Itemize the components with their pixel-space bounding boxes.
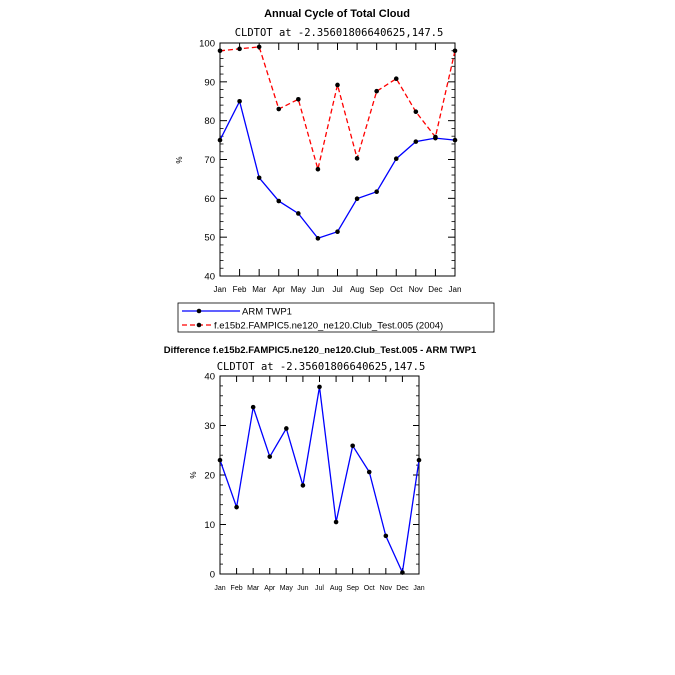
y-tick-label: 40 [204, 272, 215, 283]
data-point [452, 137, 458, 143]
chart-title: Annual Cycle of Total Cloud [264, 8, 410, 20]
x-tick-label: May [280, 585, 294, 592]
x-tick-label: Jul [315, 585, 324, 592]
data-point [383, 533, 389, 539]
legend-box [177, 302, 495, 333]
data-point [217, 457, 223, 463]
data-point [433, 134, 438, 140]
legend-marker-arm [196, 308, 202, 314]
series-line-0 [219, 386, 420, 575]
data-point [416, 457, 422, 463]
data-point [315, 236, 321, 241]
y-tick-label: 10 [204, 520, 215, 531]
chart-title: Difference f.e15b2.FAMPIC5.ne120_ne120.C… [164, 345, 477, 356]
data-point [452, 48, 458, 54]
x-tick-label: Nov [380, 585, 393, 592]
x-tick-label: Feb [233, 285, 247, 294]
data-point [335, 229, 340, 235]
x-tick-label: Jan [214, 585, 225, 592]
series-line-0 [219, 99, 456, 240]
data-point [333, 519, 339, 525]
y-tick-label: 30 [204, 421, 215, 432]
data-point [374, 88, 379, 94]
x-tick-label: Mar [247, 585, 260, 592]
x-tick-label: Jun [311, 285, 324, 294]
data-point [413, 139, 419, 144]
data-point [315, 166, 321, 172]
y-tick-label: 80 [204, 116, 215, 127]
legend-marker-model [196, 322, 202, 328]
data-point [296, 211, 301, 216]
x-tick-label: Aug [350, 285, 364, 294]
x-tick-label: Jan [449, 285, 462, 294]
data-point [284, 426, 289, 431]
series-line-1 [219, 46, 456, 170]
chart-subtitle: CLDTOT at -2.35601806640625,147.5 [217, 361, 426, 373]
x-tick-label: Aug [330, 585, 343, 592]
x-tick-label: Sep [346, 585, 359, 592]
legend-label-arm: ARM TWP1 [242, 307, 292, 318]
x-tick-label: Dec [396, 585, 409, 592]
y-tick-label: 20 [204, 471, 215, 482]
plot-frame [219, 42, 456, 277]
x-tick-label: Sep [370, 285, 385, 294]
data-point [256, 175, 262, 181]
y-tick-label: 60 [204, 194, 215, 205]
y-tick-label: 50 [204, 233, 215, 244]
x-tick-label: Mar [252, 285, 266, 294]
y-tick-label: 90 [204, 77, 215, 88]
data-point [400, 570, 405, 575]
chart-annual-cycle: Annual Cycle of Total Cloud CLDTOT at -2… [175, 8, 461, 294]
y-axis-label: % [175, 156, 184, 163]
chart-difference: Difference f.e15b2.FAMPIC5.ne120_ne120.C… [164, 345, 477, 592]
data-point [300, 483, 306, 488]
x-tick-label: Oct [390, 285, 403, 294]
x-tick-label: Apr [273, 285, 286, 294]
data-point [217, 137, 223, 143]
data-point [350, 443, 355, 449]
x-tick-label: Jul [332, 285, 342, 294]
data-point [256, 44, 262, 50]
x-tick-label: Jan [214, 285, 227, 294]
data-point [393, 156, 399, 162]
data-point [250, 404, 256, 410]
x-tick-label: Nov [409, 285, 423, 294]
y-tick-label: 0 [210, 570, 215, 581]
y-tick-label: 100 [199, 39, 215, 50]
y-tick-label: 40 [204, 372, 215, 383]
data-point [335, 82, 340, 88]
data-point [237, 46, 242, 52]
data-point [276, 198, 282, 204]
data-point [354, 156, 360, 161]
data-point [374, 189, 379, 195]
x-tick-label: Jan [413, 585, 424, 592]
data-point [366, 469, 372, 475]
data-point [317, 384, 322, 390]
x-tick-label: Apr [264, 585, 276, 592]
legend-label-model: f.e15b2.FAMPIC5.ne120_ne120.Club_Test.00… [214, 321, 443, 332]
data-point [296, 97, 301, 102]
data-point [276, 106, 282, 112]
data-point [237, 98, 242, 104]
x-tick-label: May [291, 285, 306, 294]
data-point [234, 504, 239, 510]
x-tick-label: Oct [364, 585, 375, 592]
chart-subtitle: CLDTOT at -2.35601806640625,147.5 [235, 27, 444, 39]
data-point [267, 454, 273, 459]
data-point [217, 48, 223, 54]
data-point [413, 109, 419, 115]
y-axis-label: % [189, 471, 198, 478]
legend: ARM TWP1 f.e15b2.FAMPIC5.ne120_ne120.Clu… [177, 302, 495, 333]
x-tick-label: Feb [231, 585, 243, 592]
x-tick-label: Jun [297, 585, 308, 592]
data-point [393, 76, 399, 82]
data-point [354, 196, 360, 202]
y-tick-label: 70 [204, 155, 215, 166]
x-tick-label: Dec [428, 285, 442, 294]
